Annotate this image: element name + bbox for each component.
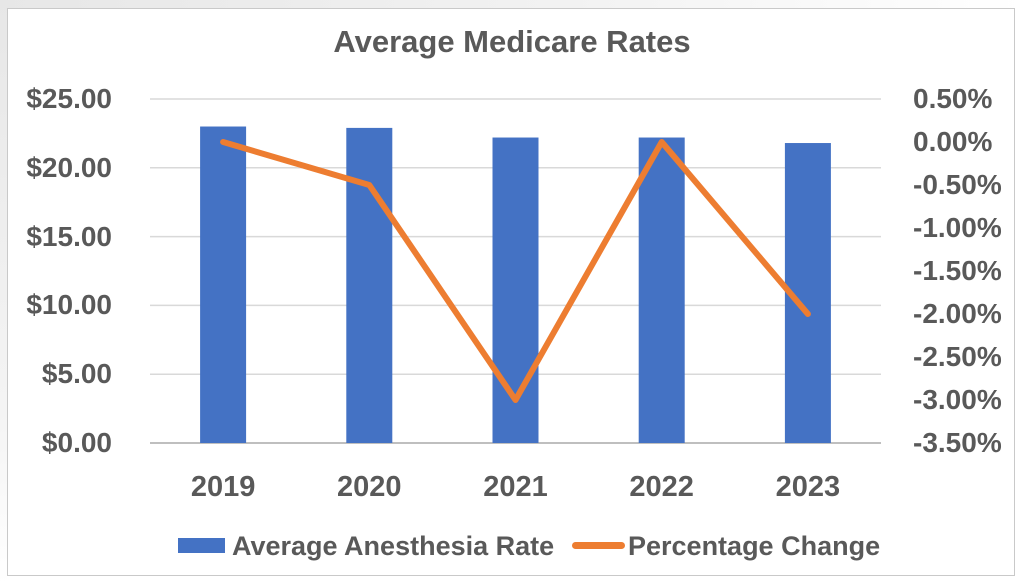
y-right-tick: -3.50%: [913, 427, 1002, 458]
percentage-change-line: [220, 139, 811, 403]
y-right-tick: -2.00%: [913, 298, 1002, 329]
x-tick-2023: 2023: [775, 471, 841, 503]
y-left-tick: $25.00: [26, 83, 112, 114]
x-tick-2021: 2021: [483, 471, 548, 503]
legend-line-swatch: [572, 542, 625, 549]
legend-line-label: Percentage Change: [628, 531, 881, 561]
x-tick-2020: 2020: [337, 471, 402, 503]
y-right-tick: -1.50%: [913, 255, 1002, 286]
y-right-tick: 0.00%: [913, 126, 993, 157]
bar-2020: [346, 127, 393, 444]
y-right-tick: 0.50%: [913, 83, 993, 114]
top-edge-shade: [0, 0, 1024, 8]
chart-title: Average Medicare Rates: [333, 24, 691, 59]
x-tick-2022: 2022: [629, 471, 694, 503]
y-left-tick: $0.00: [41, 427, 112, 458]
y-left-tick: $5.00: [41, 358, 112, 390]
y-right-tick: -3.00%: [913, 384, 1002, 415]
y-right-tick: -2.50%: [913, 341, 1002, 372]
x-tick-2019: 2019: [190, 471, 256, 503]
y-left-tick: $15.00: [26, 220, 112, 252]
y-left-tick: $20.00: [26, 151, 112, 183]
bar-2021: [492, 137, 539, 443]
bar-2022: [638, 137, 685, 443]
legend-bar-swatch: [178, 538, 225, 553]
y-right-tick: -0.50%: [913, 169, 1002, 200]
bar-2019: [200, 126, 247, 444]
y-left-tick: $10.00: [26, 289, 112, 321]
left-edge-shade: [0, 0, 7, 585]
y-right-tick: -1.00%: [913, 212, 1002, 243]
legend-bar-label: Average Anesthesia Rate: [232, 531, 555, 561]
